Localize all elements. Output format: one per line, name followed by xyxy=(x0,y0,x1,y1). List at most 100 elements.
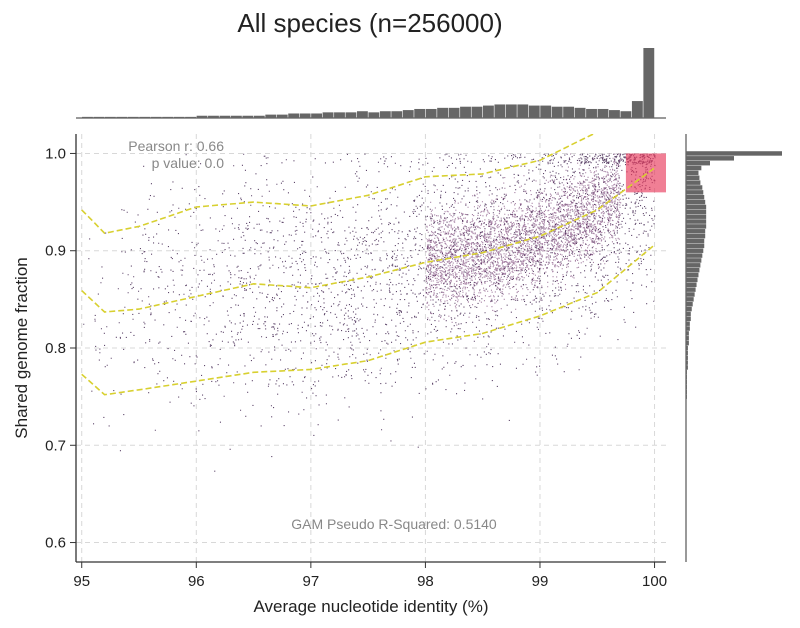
x-hist-bar-24 xyxy=(356,111,368,118)
x-hist-bar-28 xyxy=(402,110,414,118)
x-hist-bar-23 xyxy=(345,112,357,118)
x-hist-bar-42 xyxy=(563,106,575,118)
x-tick-label-2: 97 xyxy=(303,573,320,590)
y-hist-bar-16 xyxy=(686,229,706,234)
y-hist-bar-22 xyxy=(686,258,702,263)
x-hist-bar-34 xyxy=(471,106,483,118)
y-hist-bar-13 xyxy=(686,214,707,219)
x-hist-bar-32 xyxy=(448,107,460,118)
y-hist-bar-49 xyxy=(686,389,687,395)
x-hist-bar-5 xyxy=(139,116,151,118)
x-hist-bar-10 xyxy=(196,115,208,118)
y-hist-bar-9 xyxy=(686,194,705,200)
y-hist-bar-5 xyxy=(686,175,700,181)
y-hist-bar-46 xyxy=(686,374,687,380)
pearson-annotation: Pearson r: 0.66 xyxy=(128,138,224,154)
x-axis-label: Average nucleotide identity (%) xyxy=(254,597,489,616)
y-tick-label-0: 0.6 xyxy=(45,535,66,552)
y-hist-bar-48 xyxy=(686,384,687,390)
x-hist-bar-37 xyxy=(505,104,517,118)
y-hist-bar-36 xyxy=(686,326,690,331)
x-hist-bar-9 xyxy=(185,116,196,118)
x-tick-label-0: 95 xyxy=(73,573,90,590)
axes xyxy=(75,134,666,563)
scatter-points xyxy=(83,153,666,472)
fit-line-0 xyxy=(81,244,656,396)
y-hist-bar-35 xyxy=(686,321,690,326)
x-hist-bar-47 xyxy=(620,111,632,118)
x-hist-bar-15 xyxy=(253,115,265,118)
y-hist-bar-29 xyxy=(686,292,695,297)
gam-annotation: GAM Pseudo R-Squared: 0.5140 xyxy=(291,516,497,532)
chart-title: All species (n=256000) xyxy=(237,8,503,38)
y-hist-bar-33 xyxy=(686,311,691,317)
y-hist-bar-41 xyxy=(686,350,688,356)
pvalue-annotation: p value: 0.0 xyxy=(152,155,225,171)
ticks: 95 96 97 98 99 100 0.6 0.7 0.8 0.9 1.0 xyxy=(45,145,667,590)
x-tick-label-5: 100 xyxy=(642,573,667,590)
x-tick-label-3: 98 xyxy=(417,573,434,590)
y-hist-bar-14 xyxy=(686,219,707,224)
y-marginal-histogram xyxy=(685,134,782,562)
x-hist-bar-3 xyxy=(116,116,128,118)
y-tick-label-4: 1.0 xyxy=(45,145,66,162)
y-hist-bar-4 xyxy=(686,170,699,176)
y-hist-bar-18 xyxy=(686,238,705,244)
x-hist-bar-4 xyxy=(127,116,139,118)
y-hist-bar-20 xyxy=(686,248,704,253)
fit-line-1 xyxy=(81,167,655,313)
y-hist-bar-24 xyxy=(686,267,700,273)
y-tick-label-2: 0.8 xyxy=(45,340,66,357)
y-hist-bar-11 xyxy=(686,204,707,210)
y-hist-bar-0 xyxy=(686,151,782,156)
y-hist-bar-40 xyxy=(686,345,688,351)
x-hist-bar-20 xyxy=(311,113,323,118)
y-hist-bar-50 xyxy=(686,394,687,399)
x-hist-bar-38 xyxy=(517,104,529,118)
x-hist-bar-2 xyxy=(104,116,116,118)
x-hist-bar-1 xyxy=(93,116,105,118)
x-tick-label-4: 99 xyxy=(532,573,549,590)
y-hist-bar-42 xyxy=(686,355,688,360)
y-hist-bar-43 xyxy=(686,360,688,365)
y-hist-bar-17 xyxy=(686,233,706,239)
grid-lines xyxy=(76,134,666,562)
fit-line-2 xyxy=(81,134,596,235)
y-hist-bar-12 xyxy=(686,209,707,215)
x-hist-bar-29 xyxy=(414,108,426,118)
x-hist-bar-11 xyxy=(208,115,219,118)
y-tick-label-1: 0.7 xyxy=(45,437,66,454)
x-hist-bar-46 xyxy=(609,110,620,118)
x-hist-bar-30 xyxy=(425,108,437,118)
y-hist-bar-23 xyxy=(686,263,701,268)
x-hist-bar-43 xyxy=(574,107,586,118)
y-hist-bar-3 xyxy=(686,165,702,171)
y-hist-bar-32 xyxy=(686,306,692,312)
y-hist-bar-19 xyxy=(686,243,705,249)
x-hist-bar-26 xyxy=(379,111,391,118)
y-hist-bar-28 xyxy=(686,287,696,292)
x-hist-bar-31 xyxy=(437,107,449,118)
y-hist-bar-15 xyxy=(686,224,707,229)
y-hist-bar-31 xyxy=(686,301,693,307)
x-hist-bar-16 xyxy=(265,114,277,118)
y-hist-bar-7 xyxy=(686,185,703,190)
x-hist-bar-22 xyxy=(334,112,345,118)
x-hist-bar-48 xyxy=(631,101,643,118)
y-hist-bar-6 xyxy=(686,180,701,185)
x-hist-bar-17 xyxy=(276,114,288,118)
x-hist-bar-49 xyxy=(643,48,655,118)
scatter-point-cloud xyxy=(83,153,656,472)
y-hist-bar-21 xyxy=(686,253,703,258)
y-hist-bar-10 xyxy=(686,199,706,205)
x-hist-bar-7 xyxy=(162,116,174,118)
x-hist-bar-18 xyxy=(288,113,300,118)
y-hist-bar-8 xyxy=(686,190,704,195)
x-hist-bar-12 xyxy=(219,115,231,118)
x-hist-bar-44 xyxy=(586,108,597,118)
x-hist-bar-27 xyxy=(391,111,403,118)
y-hist-bar-45 xyxy=(686,370,687,375)
x-hist-bar-21 xyxy=(322,112,334,118)
x-hist-bar-19 xyxy=(299,113,311,118)
